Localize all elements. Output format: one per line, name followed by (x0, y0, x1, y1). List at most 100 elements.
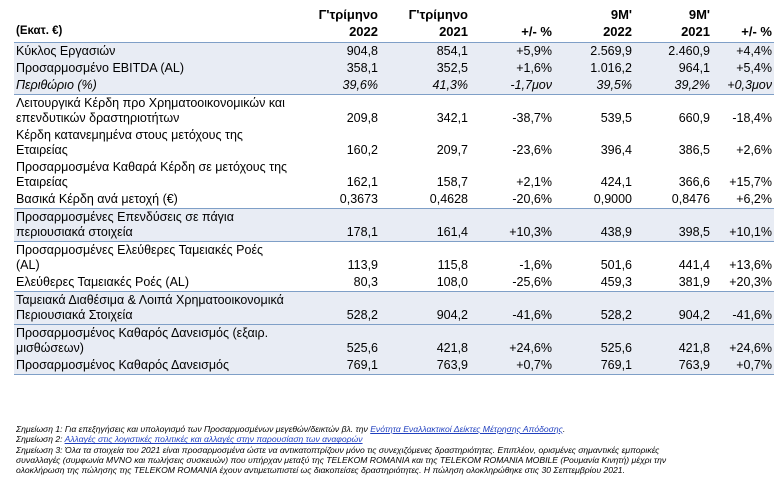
row-label: Βασικά Κέρδη ανά μετοχή (€) (16, 192, 178, 206)
row-value: 0,9000 (593, 192, 632, 206)
row-value: 160,2 (346, 143, 378, 157)
row-value: +0,7% (470, 357, 554, 375)
row-value: -18,4% (712, 94, 774, 127)
row-value: +20,3% (729, 275, 772, 289)
row-value: 528,2 (554, 291, 634, 325)
row-value: +5,4% (712, 60, 774, 77)
row-value: -38,7% (470, 94, 554, 127)
table-row: Κέρδη κατανεμημένα στους μετόχους της Ετ… (14, 127, 774, 159)
row-label: Περιθώριο (%) (14, 77, 290, 95)
row-value: +24,6% (712, 324, 774, 357)
row-value: 904,8 (290, 42, 380, 60)
table-row: Βασικά Κέρδη ανά μετοχή (€) 0,3673 0,4628 -… (14, 191, 774, 209)
row-value: 381,9 (678, 275, 710, 289)
row-value: 162,1 (346, 175, 378, 189)
row-value: -20,6% (512, 192, 552, 206)
row-value: 366,6 (678, 175, 710, 189)
row-value: 763,9 (380, 357, 470, 375)
row-value: 41,3% (380, 77, 470, 95)
row-value: +24,6% (470, 324, 554, 357)
row-label: Προσαρμοσμένος Καθαρός Δανεισμός (εξαιρ.… (14, 324, 290, 357)
row-label: Προσαρμοσμένα Καθαρά Κέρδη σε μετόχους τ… (16, 160, 288, 189)
row-value: 904,2 (380, 291, 470, 325)
row-value: 424,1 (600, 175, 632, 189)
row-value: 80,3 (353, 275, 378, 289)
row-value: 660,9 (634, 94, 712, 127)
row-value: 525,6 (290, 324, 380, 357)
header-q3-2021: Γ'τρίμηνο 2021 (380, 6, 470, 43)
row-value: +13,6% (712, 241, 774, 274)
table-row: Προσαρμοσμένα Καθαρά Κέρδη σε μετόχους τ… (14, 159, 774, 191)
row-value: +10,3% (470, 208, 554, 242)
row-value: 108,0 (436, 275, 468, 289)
row-value: 352,5 (380, 60, 470, 77)
row-value: 178,1 (290, 208, 380, 242)
row-value: 769,1 (554, 357, 634, 375)
row-value: 39,6% (290, 77, 380, 95)
footnote-3: Σημείωση 3: Όλα τα στοιχεία του 2021 είν… (16, 445, 766, 476)
row-value: 964,1 (634, 60, 712, 77)
row-value: 209,7 (436, 143, 468, 157)
table-header-row: (Εκατ. €) Γ'τρίμηνο 2022 Γ'τρίμηνο 2021 +/… (14, 6, 774, 43)
row-value: -1,6% (470, 241, 554, 274)
footnote-3-line-2: συναλλαγές (συμφωνία MVNO και πωλήσεις σ… (16, 454, 667, 465)
table-row: Κύκλος Εργασιών 904,8 854,1 +5,9% 2.569,9 2.4… (14, 42, 774, 60)
footnote-1-link[interactable]: Ενότητα Εναλλακτικοί Δείκτες Μέτρησης Απ… (370, 424, 563, 434)
header-currency-unit: (Εκατ. €) (14, 6, 290, 43)
row-value: +0,3μον (712, 77, 774, 95)
row-value: 0,8476 (671, 192, 710, 206)
table-row: Ταμειακά Διαθέσιμα & Λοιπά Χρηματοοικονο… (14, 291, 774, 325)
header-9m-change: +/- % (712, 6, 774, 43)
row-label: Ταμειακά Διαθέσιμα & Λοιπά Χρηματοοικονο… (14, 291, 290, 325)
row-value: 528,2 (290, 291, 380, 325)
footnote-2: Σημείωση 2: Αλλαγές στις λογιστικές πολι… (16, 434, 363, 445)
row-value: 2.569,9 (554, 42, 634, 60)
row-label: Ελεύθερες Ταμειακές Ροές (AL) (16, 275, 190, 289)
row-value: 0,3673 (339, 192, 378, 206)
row-label: Κύκλος Εργασιών (14, 42, 290, 60)
row-value: +4,4% (712, 42, 774, 60)
row-value: -1,7μον (470, 77, 554, 95)
row-value: +10,1% (712, 208, 774, 242)
row-value: 438,9 (554, 208, 634, 242)
row-value: 525,6 (554, 324, 634, 357)
row-value: 1.016,2 (554, 60, 634, 77)
row-value: 421,8 (634, 324, 712, 357)
row-value: +6,2% (736, 192, 772, 206)
row-value: 386,5 (678, 143, 710, 157)
row-label: Λειτουργικά Κέρδη προ Χρηματοοικονομικών… (14, 94, 290, 127)
row-value: 113,9 (290, 241, 380, 274)
table-row: Προσαρμοσμένος Καθαρός Δανεισμός (εξαιρ.… (14, 324, 774, 357)
row-label: Προσαρμοσμένος Καθαρός Δανεισμός (14, 357, 290, 375)
row-value: 904,2 (634, 291, 712, 325)
footnote-2-link[interactable]: Αλλαγές στις λογιστικές πολιτικές και αλ… (64, 434, 363, 445)
row-value: +1,6% (470, 60, 554, 77)
row-value: 39,5% (554, 77, 634, 95)
row-value: 39,2% (634, 77, 712, 95)
row-label: Προσαρμοσμένες Ελεύθερες Ταμειακές Ροές … (14, 241, 290, 274)
row-value: 158,7 (436, 175, 468, 189)
row-value: 161,4 (380, 208, 470, 242)
table-row: Ελεύθερες Ταμειακές Ροές (AL) 80,3 108,0 -2… (14, 274, 774, 292)
row-value: 115,8 (380, 241, 470, 274)
row-value: 763,9 (634, 357, 712, 375)
row-value: 396,4 (600, 143, 632, 157)
table-row: Περιθώριο (%) 39,6% 41,3% -1,7μον 39,5% 39,2%… (14, 77, 774, 95)
row-value: +2,1% (516, 175, 552, 189)
row-value: 539,5 (554, 94, 634, 127)
row-value: 459,3 (600, 275, 632, 289)
row-value: 2.460,9 (634, 42, 712, 60)
row-value: +15,7% (729, 175, 772, 189)
table-row: Προσαρμοσμένες Επενδύσεις σε πάγια περιο… (14, 208, 774, 242)
row-value: +2,6% (736, 143, 772, 157)
footnotes: Σημείωση 1: Για επεξηγήσεις και υπολογισ… (16, 424, 766, 475)
header-q3-2022: Γ'τρίμηνο 2022 (290, 6, 380, 43)
row-label: Κέρδη κατανεμημένα στους μετόχους της Ετ… (16, 128, 243, 157)
row-value: 209,8 (290, 94, 380, 127)
row-value: 358,1 (290, 60, 380, 77)
row-value: 441,4 (634, 241, 712, 274)
row-value: 421,8 (380, 324, 470, 357)
header-9m-2021: 9M' 2021 (634, 6, 712, 43)
row-value: -41,6% (470, 291, 554, 325)
row-value: 854,1 (380, 42, 470, 60)
